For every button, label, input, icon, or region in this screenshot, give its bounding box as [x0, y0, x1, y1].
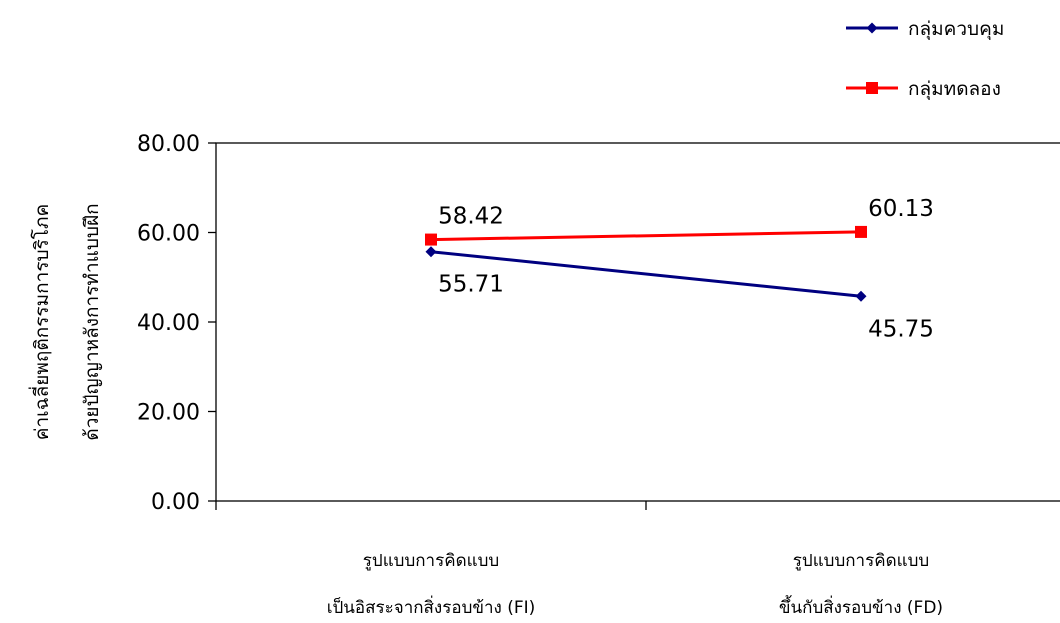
legend-marker [866, 22, 878, 34]
data-point [425, 233, 437, 246]
x-axis: รูปแบบการคิดแบบเป็นอิสระจากสิ่งรอบข้าง (… [215, 501, 943, 618]
data-point [855, 225, 867, 238]
series-group: 55.71 45.75 58.42 60.13 [425, 196, 934, 342]
y-tick-label: 40.00 [137, 311, 200, 336]
data-label: 55.71 [438, 272, 504, 298]
y-tick-label: 60.00 [137, 222, 200, 247]
legend-marker [866, 82, 878, 94]
y-axis-title-line: ด้วยปัญญาหลังการทำแบบฝึก [81, 203, 103, 440]
y-tick-label: 0.00 [151, 490, 200, 515]
y-axis: 0.00 20.00 40.00 60.00 80.00 [137, 132, 216, 515]
y-axis-title: ค่าเฉลี่ยพฤติกรรมการบริโภค ด้วยปัญญาหลังก… [28, 203, 103, 440]
legend-label: กลุ่มทดลอง [908, 78, 1001, 101]
plot-area [215, 142, 1060, 502]
data-label: 60.13 [868, 196, 934, 222]
y-tick-label: 80.00 [137, 132, 200, 157]
x-category-label: รูปแบบการคิดแบบขึ้นกับสิ่งรอบข้าง (FD) [779, 551, 943, 618]
y-tick-label: 20.00 [137, 401, 200, 426]
data-point [425, 246, 437, 258]
series: 55.71 45.75 [425, 246, 934, 342]
legend-label: กลุ่มควบคุม [908, 18, 1004, 41]
legend-item: กลุ่มทดลอง [846, 78, 1001, 101]
x-category-label: รูปแบบการคิดแบบเป็นอิสระจากสิ่งรอบข้าง (… [327, 551, 536, 618]
data-point [855, 290, 867, 302]
legend-item: กลุ่มควบคุม [846, 18, 1004, 41]
series-line [430, 230, 862, 242]
data-label: 45.75 [868, 316, 934, 342]
series: 58.42 60.13 [425, 196, 934, 246]
legend: กลุ่มควบคุมกลุ่มทดลอง [846, 18, 1004, 101]
y-axis-title-line: ค่าเฉลี่ยพฤติกรรมการบริโภค [28, 204, 53, 440]
series-line [430, 250, 862, 298]
data-label: 58.42 [438, 204, 504, 230]
